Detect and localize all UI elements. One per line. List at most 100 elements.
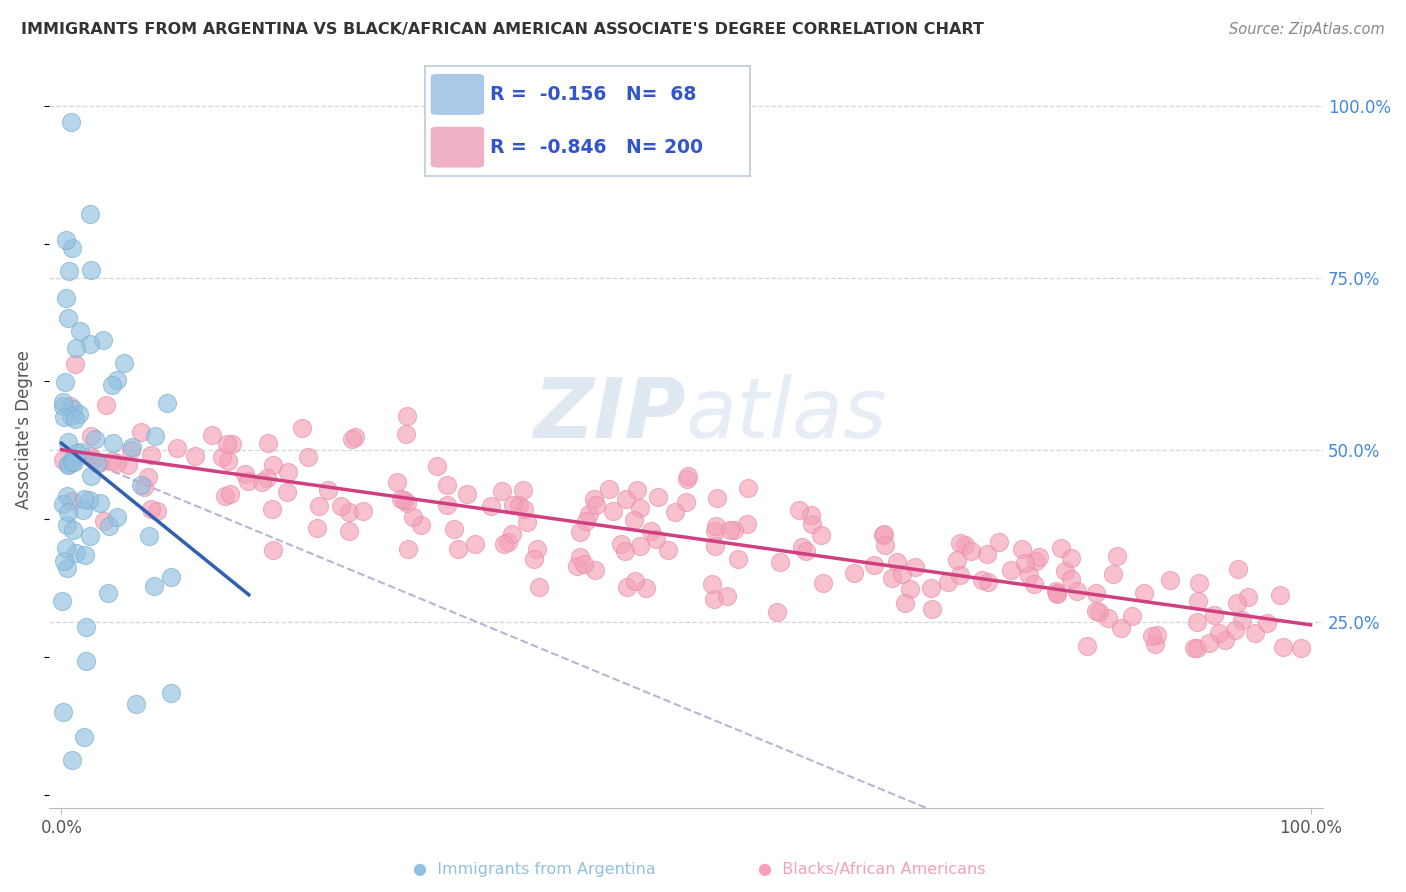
Point xyxy=(62,450,84,465)
Point xyxy=(82,451,104,466)
Point xyxy=(125,697,148,711)
Point xyxy=(873,538,896,552)
Point xyxy=(568,525,591,540)
Point xyxy=(69,445,91,459)
Point xyxy=(1088,605,1111,619)
Point xyxy=(640,524,662,538)
Point xyxy=(145,428,167,442)
Point xyxy=(1022,576,1045,591)
Point xyxy=(436,498,458,512)
Text: ●  Blacks/African Americans: ● Blacks/African Americans xyxy=(758,863,986,877)
Point xyxy=(60,493,83,508)
Point xyxy=(120,443,142,458)
Point xyxy=(1213,632,1236,647)
Point xyxy=(903,559,925,574)
Point xyxy=(718,524,741,538)
Point xyxy=(233,467,256,481)
Point xyxy=(1140,629,1163,643)
Point xyxy=(1109,621,1132,635)
Point xyxy=(626,483,648,498)
Point xyxy=(1132,585,1154,599)
Point xyxy=(1223,623,1246,637)
Point xyxy=(1000,563,1022,577)
Point xyxy=(1101,567,1123,582)
Point xyxy=(91,333,114,347)
Point xyxy=(872,527,894,541)
Point xyxy=(330,500,353,514)
Point xyxy=(890,567,912,582)
Point xyxy=(1188,576,1211,591)
Point xyxy=(1185,641,1208,656)
Point xyxy=(84,432,107,446)
Point xyxy=(628,500,651,515)
Point xyxy=(623,513,645,527)
Point xyxy=(62,523,84,537)
Point xyxy=(1226,562,1249,576)
Point xyxy=(238,474,260,488)
Point xyxy=(60,115,83,129)
Point xyxy=(79,263,101,277)
Point xyxy=(1045,584,1067,599)
Point xyxy=(624,574,647,589)
Point xyxy=(75,620,97,634)
Point xyxy=(138,529,160,543)
Point xyxy=(56,310,79,325)
Point xyxy=(585,498,607,512)
Point xyxy=(105,509,128,524)
Point xyxy=(706,491,728,505)
Point xyxy=(1146,628,1168,642)
Point xyxy=(794,543,817,558)
Point xyxy=(644,533,666,547)
Point xyxy=(79,450,101,464)
Point xyxy=(972,573,994,587)
Point xyxy=(105,373,128,387)
Point xyxy=(262,543,284,558)
Point xyxy=(501,526,523,541)
Point xyxy=(217,454,239,468)
Point xyxy=(79,337,101,351)
Point xyxy=(768,555,790,569)
Point xyxy=(1244,626,1267,640)
Point xyxy=(583,491,606,506)
Point xyxy=(703,539,725,553)
Point xyxy=(62,455,84,469)
Point xyxy=(51,594,73,608)
Point xyxy=(1050,541,1073,556)
Text: ZIP: ZIP xyxy=(533,374,686,455)
Point xyxy=(616,580,638,594)
Point xyxy=(89,496,111,510)
Point xyxy=(598,482,620,496)
Point xyxy=(97,586,120,600)
Point xyxy=(1059,572,1081,586)
Point xyxy=(52,453,75,467)
Point xyxy=(62,401,84,416)
Point xyxy=(443,522,465,536)
Point xyxy=(882,571,904,585)
Point xyxy=(920,581,942,595)
Point xyxy=(73,491,96,506)
Point xyxy=(63,357,86,371)
Point xyxy=(166,441,188,455)
Point xyxy=(634,581,657,595)
Point xyxy=(75,654,97,668)
Point xyxy=(702,577,724,591)
Point xyxy=(98,518,121,533)
Point xyxy=(960,543,983,558)
Point xyxy=(810,528,832,542)
Point xyxy=(129,425,152,440)
Point xyxy=(297,450,319,464)
Point xyxy=(184,449,207,463)
Point xyxy=(58,435,80,450)
Point xyxy=(59,400,82,414)
Point xyxy=(716,590,738,604)
Point xyxy=(678,468,700,483)
Point xyxy=(790,540,813,554)
Point xyxy=(221,437,243,451)
Point xyxy=(703,591,725,606)
Point xyxy=(132,480,155,494)
Point xyxy=(55,233,77,247)
Point xyxy=(146,504,169,518)
Point xyxy=(1011,542,1033,557)
Point xyxy=(898,582,921,596)
Point xyxy=(706,519,728,533)
